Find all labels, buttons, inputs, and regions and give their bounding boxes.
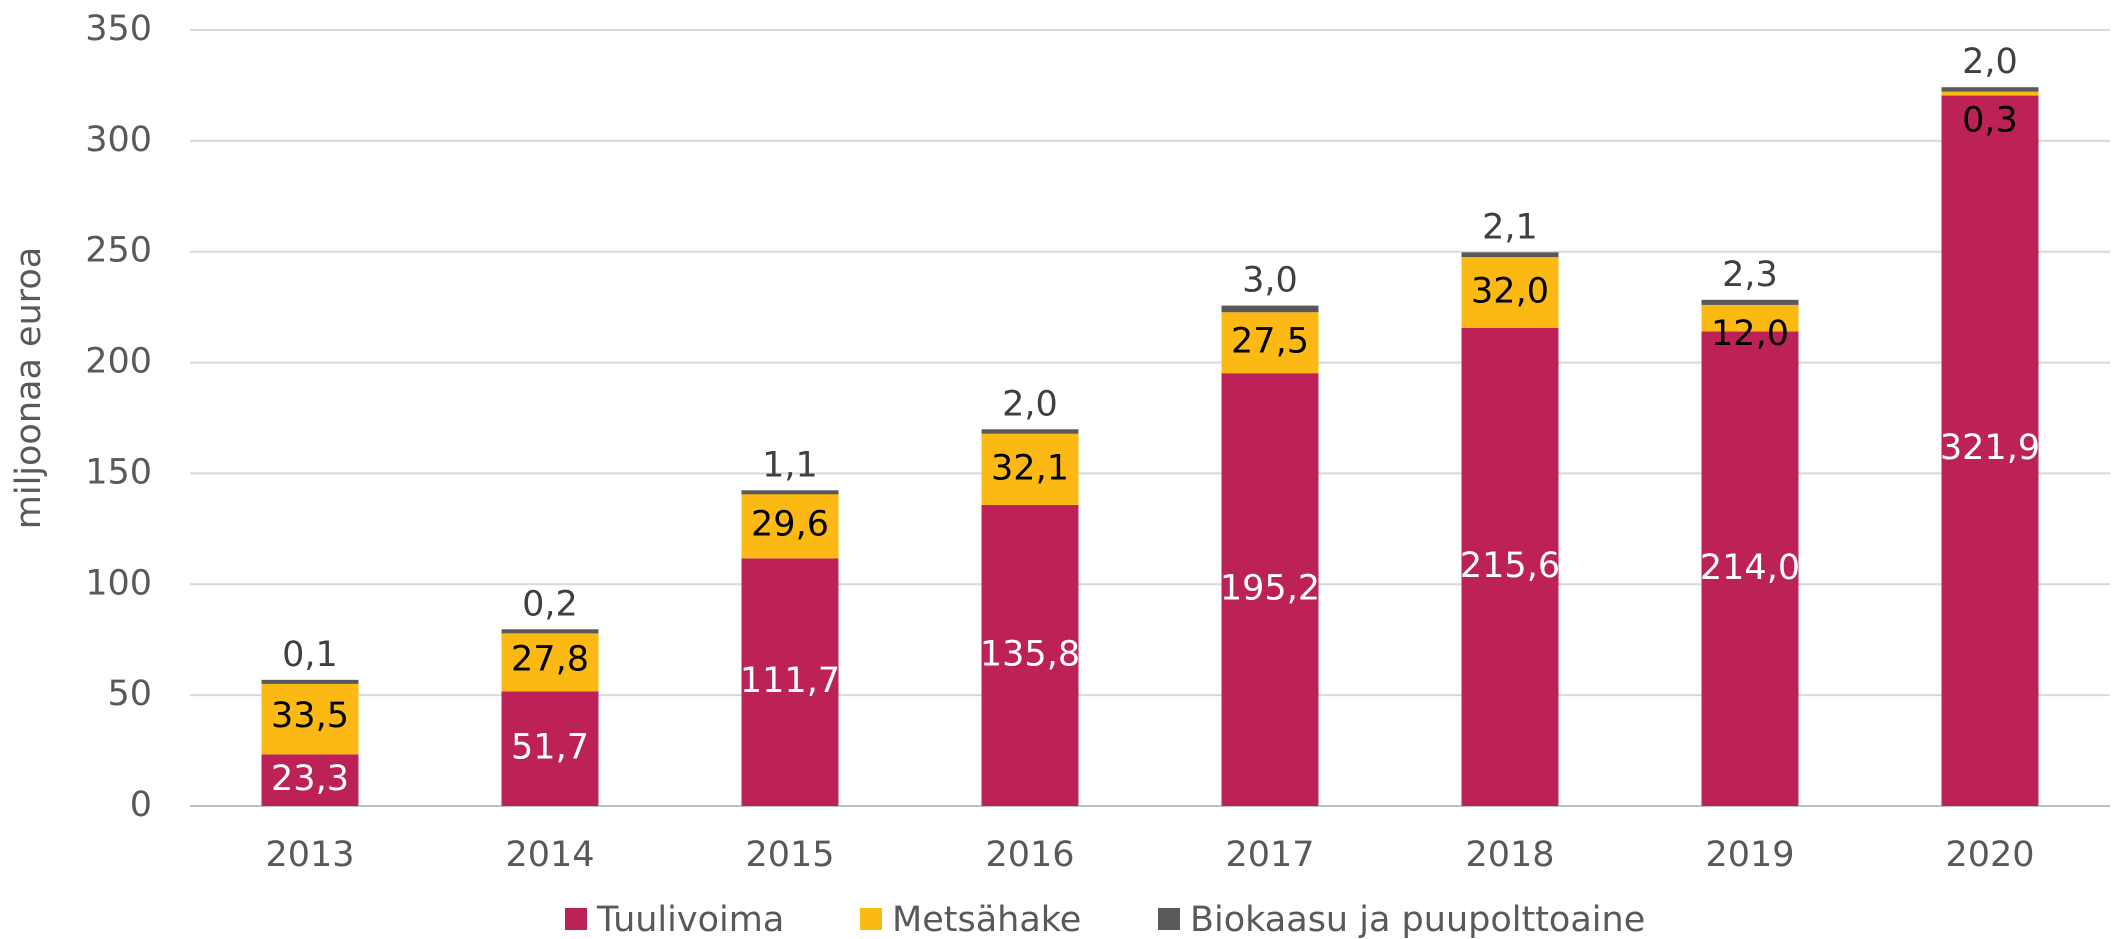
value-label: 33,5 bbox=[271, 696, 349, 736]
value-label: 135,8 bbox=[980, 634, 1080, 674]
bar-segment bbox=[981, 429, 1079, 434]
value-label: 0,3 bbox=[1962, 101, 2018, 141]
bar-segment bbox=[261, 679, 359, 684]
legend-swatch bbox=[860, 908, 882, 930]
value-label: 111,7 bbox=[740, 661, 840, 701]
value-label: 0,2 bbox=[522, 584, 578, 624]
bar-segment bbox=[501, 629, 599, 692]
bar-segment bbox=[1701, 331, 1799, 806]
y-tick-label: 100 bbox=[85, 563, 152, 603]
x-tick-label: 2016 bbox=[985, 835, 1074, 875]
value-label: 51,7 bbox=[511, 728, 589, 768]
legend-label: Metsähake bbox=[892, 900, 1081, 939]
y-tick-label: 350 bbox=[85, 9, 152, 49]
bar-segment bbox=[261, 754, 359, 806]
value-label: 321,9 bbox=[1940, 428, 2040, 468]
legend-label: Biokaasu ja puupolttoaine bbox=[1190, 900, 1645, 939]
bar-segment bbox=[1701, 304, 1799, 332]
legend-label: Tuulivoima bbox=[596, 900, 784, 939]
bar-segment bbox=[1461, 327, 1559, 806]
value-label: 2,3 bbox=[1722, 255, 1778, 295]
value-label: 2,1 bbox=[1482, 207, 1538, 247]
value-label: 29,6 bbox=[751, 505, 829, 545]
value-label: 27,8 bbox=[511, 640, 589, 680]
bar-segment bbox=[1461, 252, 1559, 258]
bar-segment bbox=[981, 433, 1079, 505]
bar-segment bbox=[501, 691, 599, 806]
value-label: 195,2 bbox=[1220, 569, 1320, 609]
value-label: 12,0 bbox=[1711, 314, 1789, 354]
bar-segment bbox=[1461, 257, 1559, 328]
x-tick-label: 2017 bbox=[1225, 835, 1314, 875]
value-label: 1,1 bbox=[762, 445, 818, 485]
value-label: 2,0 bbox=[1002, 384, 1058, 424]
value-label: 27,5 bbox=[1231, 322, 1309, 362]
x-tick-label: 2018 bbox=[1465, 835, 1554, 875]
value-label: 0,1 bbox=[282, 635, 338, 675]
bar-segment bbox=[1941, 92, 2039, 807]
value-label: 3,0 bbox=[1242, 261, 1298, 301]
bar-segment bbox=[741, 492, 839, 559]
value-label: 214,0 bbox=[1700, 548, 1800, 588]
x-tick-label: 2013 bbox=[265, 835, 354, 875]
value-label: 215,6 bbox=[1460, 546, 1560, 586]
value-label: 2,0 bbox=[1962, 42, 2018, 82]
bar-segment bbox=[501, 629, 599, 634]
value-label: 23,3 bbox=[271, 759, 349, 799]
bar-segment bbox=[741, 558, 839, 806]
y-tick-label: 250 bbox=[85, 231, 152, 271]
bar-segment bbox=[1221, 373, 1319, 806]
legend-swatch bbox=[565, 908, 587, 930]
bar-segment bbox=[1941, 91, 2039, 96]
bar-segment bbox=[981, 504, 1079, 806]
bar-segment bbox=[741, 490, 839, 495]
y-tick-label: 150 bbox=[85, 452, 152, 492]
y-tick-label: 50 bbox=[107, 674, 152, 714]
bar-segment bbox=[1221, 312, 1319, 374]
x-tick-label: 2020 bbox=[1945, 835, 2034, 875]
y-tick-label: 300 bbox=[85, 120, 152, 160]
y-axis-title: miljoonaa euroa bbox=[9, 247, 49, 530]
y-tick-label: 200 bbox=[85, 342, 152, 382]
value-label: 32,0 bbox=[1471, 272, 1549, 312]
bar-segment bbox=[1701, 299, 1799, 305]
value-label: 32,1 bbox=[991, 448, 1069, 488]
bar-segment bbox=[1941, 87, 2039, 92]
y-tick-label: 0 bbox=[130, 785, 152, 825]
bar-segment bbox=[261, 680, 359, 755]
legend-swatch bbox=[1158, 908, 1180, 930]
bar-segment bbox=[1221, 305, 1319, 313]
x-tick-label: 2014 bbox=[505, 835, 594, 875]
x-tick-label: 2019 bbox=[1705, 835, 1794, 875]
x-tick-label: 2015 bbox=[745, 835, 834, 875]
